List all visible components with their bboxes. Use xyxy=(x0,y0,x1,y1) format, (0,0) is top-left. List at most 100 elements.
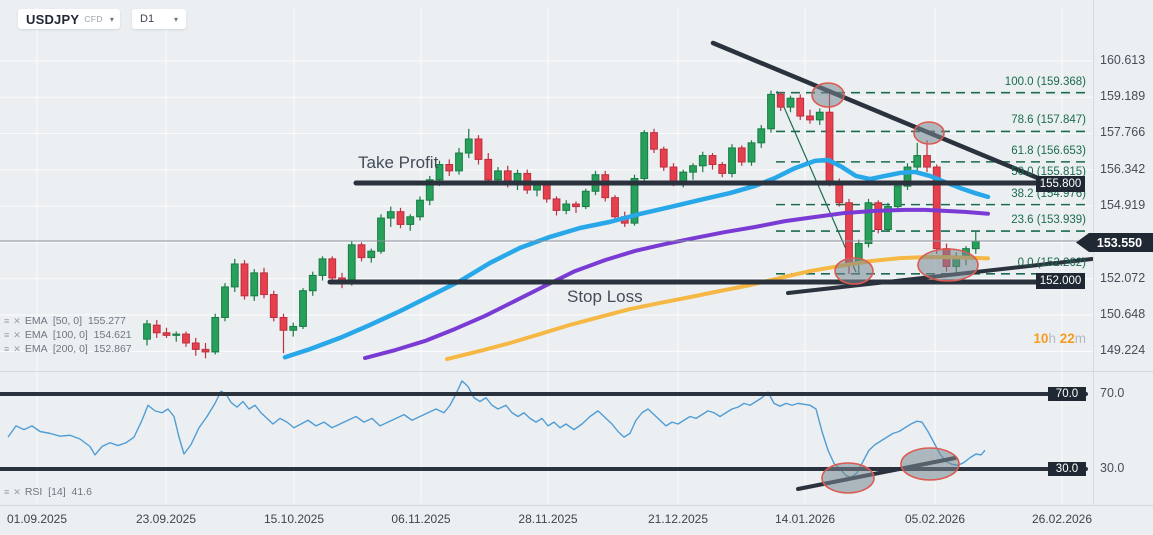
candle-body xyxy=(737,147,746,163)
candle-body xyxy=(581,190,590,208)
timeframe-selector[interactable]: D1 ▾ xyxy=(132,9,186,29)
fib-level-label: 78.6 (157.847) xyxy=(1011,114,1086,127)
ema50-legend-label: EMA [50, 0] 155.277 xyxy=(24,315,126,327)
candle-body xyxy=(932,166,941,250)
pane-divider[interactable] xyxy=(0,371,1153,372)
indicator-remove-icon[interactable]: ✕ xyxy=(13,343,21,354)
downtrend-line[interactable] xyxy=(710,40,1048,184)
countdown-minutes: 22 xyxy=(1059,331,1075,346)
candle-body xyxy=(698,155,707,167)
chevron-down-icon: ▾ xyxy=(173,14,178,24)
candle-body xyxy=(630,178,639,224)
price-axis-divider[interactable] xyxy=(1093,0,1094,505)
date-axis-label: 14.01.2026 xyxy=(774,512,836,526)
ema-50-line xyxy=(282,157,991,360)
candle-body xyxy=(377,217,385,252)
candle-body xyxy=(240,263,249,297)
instrument-type-label: CFD xyxy=(84,14,103,24)
candle-body xyxy=(406,216,415,225)
candle-body xyxy=(718,164,727,174)
candle-body xyxy=(913,155,922,168)
candle-body xyxy=(289,325,298,331)
candle-body xyxy=(650,132,658,150)
highlight-ellipse-rsi-1[interactable] xyxy=(821,462,875,494)
rsi-axis-label: 70.0 xyxy=(1100,386,1125,400)
candle-body xyxy=(269,294,278,318)
ema-100-line xyxy=(363,207,990,361)
current-price-badge: 153.550 xyxy=(1076,233,1153,252)
candle-body xyxy=(357,244,366,259)
price-axis-label: 156.342 xyxy=(1100,161,1146,176)
candle-body xyxy=(211,317,220,353)
highlight-ellipse-rsi-2[interactable] xyxy=(900,447,960,481)
candle-body xyxy=(689,165,697,173)
date-axis-label: 26.02.2026 xyxy=(1031,512,1093,526)
price-level-badge: 152.000 xyxy=(1036,272,1085,289)
candle-body xyxy=(825,111,834,183)
indicator-settings-icon[interactable]: ≡ xyxy=(4,329,10,340)
candle-body xyxy=(971,240,980,250)
candle-body xyxy=(201,348,210,353)
candle-body xyxy=(815,111,824,121)
candle-body xyxy=(874,202,883,231)
highlight-ellipse-support-touch-1[interactable] xyxy=(834,257,874,285)
price-axis-label: 152.072 xyxy=(1100,270,1146,285)
candle-body xyxy=(893,185,902,208)
indicator-remove-icon[interactable]: ✕ xyxy=(13,486,21,497)
candle-body xyxy=(221,286,229,318)
highlight-ellipse-trendline-touch-2[interactable] xyxy=(913,121,945,145)
candle-body xyxy=(152,324,161,334)
ema-200-line xyxy=(445,255,990,362)
candle-body xyxy=(552,198,561,211)
indicator-settings-icon[interactable]: ≡ xyxy=(4,315,10,326)
candle-body xyxy=(386,211,395,219)
candle-body xyxy=(923,155,931,168)
candle-body xyxy=(884,206,892,231)
candle-body xyxy=(728,147,736,174)
candle-body xyxy=(542,184,551,200)
highlight-ellipse-trendline-touch-1[interactable] xyxy=(811,82,845,108)
fib-level-label: 23.6 (153.939) xyxy=(1011,214,1086,227)
candle-body xyxy=(230,263,239,288)
candle-countdown: 10h 22m xyxy=(1033,331,1086,346)
candle-body xyxy=(562,203,571,211)
candle-body xyxy=(757,128,766,144)
candle-body xyxy=(143,323,151,340)
highlight-ellipse-support-touch-2[interactable] xyxy=(917,248,979,282)
candle-body xyxy=(182,333,190,344)
date-axis-label: 21.12.2025 xyxy=(647,512,709,526)
ema100-legend: ≡ ✕ EMA [100, 0] 154.621 xyxy=(4,329,132,341)
indicator-remove-icon[interactable]: ✕ xyxy=(13,329,21,340)
indicator-remove-icon[interactable]: ✕ xyxy=(13,315,21,326)
candle-body xyxy=(191,342,200,350)
stop-loss-label[interactable]: Stop Loss xyxy=(567,287,643,306)
countdown-hours: 10 xyxy=(1033,331,1049,346)
price-axis-label: 149.224 xyxy=(1100,343,1146,358)
date-axis-label: 28.11.2025 xyxy=(518,512,578,526)
indicator-settings-icon[interactable]: ≡ xyxy=(4,343,10,354)
take-profit-label[interactable]: Take Profit xyxy=(358,153,439,172)
candle-body xyxy=(250,272,259,297)
price-axis-label: 154.919 xyxy=(1100,198,1146,213)
candle-body xyxy=(572,203,580,208)
candle-body xyxy=(425,179,434,201)
ema100-legend-label: EMA [100, 0] 154.621 xyxy=(24,329,132,341)
candle-body xyxy=(494,170,502,181)
candle-body xyxy=(445,164,454,172)
candle-body xyxy=(611,197,619,218)
date-axis-label: 05.02.2026 xyxy=(904,512,966,526)
candle-body xyxy=(484,158,493,181)
candle-body xyxy=(260,272,268,296)
indicator-settings-icon[interactable]: ≡ xyxy=(4,486,10,497)
rsi-legend: ≡ ✕ RSI [14] 41.6 xyxy=(4,486,92,498)
candle-body xyxy=(903,166,912,187)
candle-body xyxy=(299,290,307,327)
price-axis-label: 159.189 xyxy=(1100,89,1146,104)
candle-body xyxy=(347,244,356,284)
countdown-minutes-unit: m xyxy=(1074,331,1086,346)
symbol-selector[interactable]: USDJPY CFD ▾ xyxy=(18,9,120,29)
candle-body xyxy=(435,164,444,181)
fib-level-label: 0.0 (152.262) xyxy=(1017,256,1086,269)
